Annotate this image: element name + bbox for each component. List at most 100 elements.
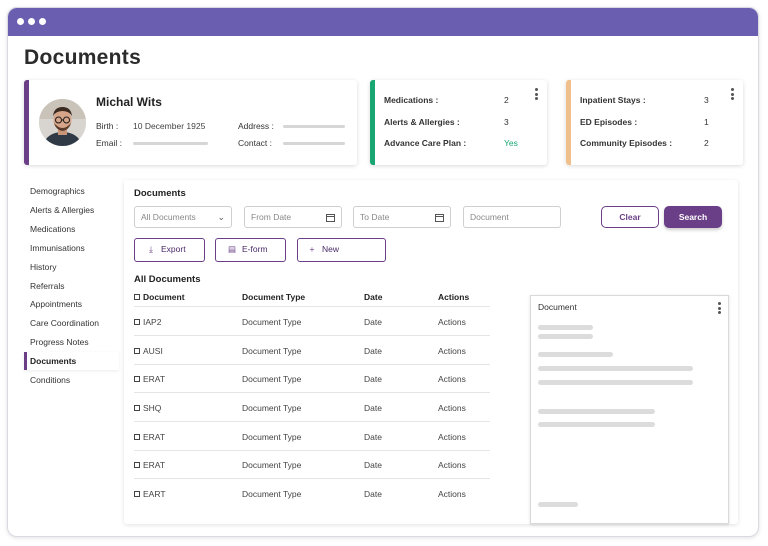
type-cell: Document Type (242, 374, 302, 384)
sidebar-item-alerts-allergies[interactable]: Alerts & Allergies (30, 205, 95, 215)
card-accent (370, 80, 375, 165)
sidebar-item-immunisations[interactable]: Immunisations (30, 243, 85, 253)
document-cell: SHQ (134, 403, 161, 413)
row-checkbox[interactable] (134, 375, 140, 382)
patient-name: Michal Wits (96, 95, 162, 109)
column-header[interactable]: Document Type (242, 292, 306, 302)
actions-cell[interactable]: Actions (438, 432, 466, 442)
table-row[interactable]: AUSI Document Type Date Actions (134, 336, 490, 365)
column-header[interactable]: Actions (438, 292, 470, 302)
summary-label: Community Episodes : (580, 138, 673, 148)
table-row[interactable]: IAP2 Document Type Date Actions (134, 307, 490, 336)
export-button[interactable]: ⤓ Export (134, 238, 205, 262)
row-checkbox[interactable] (134, 318, 140, 325)
table-row[interactable]: EART Document Type Date Actions (134, 479, 490, 508)
page-title: Documents (24, 46, 142, 69)
sidebar-item-referrals[interactable]: Referrals (30, 281, 65, 291)
export-label: Export (161, 244, 186, 254)
preview-placeholder-line (538, 334, 593, 339)
preview-placeholder-line (538, 325, 593, 330)
calendar-icon (326, 207, 335, 229)
sidebar-item-care-coordination[interactable]: Care Coordination (30, 318, 99, 328)
all-documents-title: All Documents (134, 274, 201, 285)
search-button[interactable]: Search (664, 206, 722, 228)
summary-label: ED Episodes : (580, 117, 638, 127)
sidebar-item-documents[interactable]: Documents (24, 352, 119, 370)
document-cell: ERAT (134, 460, 165, 470)
preview-placeholder-line (538, 502, 578, 507)
actions-cell[interactable]: Actions (438, 374, 466, 384)
card-accent (566, 80, 571, 165)
summary-value: 3 (504, 117, 509, 127)
preview-title: Document (538, 302, 577, 312)
table-row[interactable]: ERAT Document Type Date Actions (134, 364, 490, 393)
email-label: Email : (96, 138, 122, 148)
download-icon: ⤓ (149, 244, 153, 254)
sidebar-item-progress-notes[interactable]: Progress Notes (30, 337, 89, 347)
date-cell: Date (364, 317, 382, 327)
preview-placeholder-line (538, 352, 613, 357)
chevron-down-icon: ⌄ (217, 212, 225, 222)
sidebar-item-history[interactable]: History (30, 262, 57, 272)
select-all-checkbox[interactable] (134, 293, 140, 300)
row-checkbox[interactable] (134, 461, 140, 468)
to-date-field[interactable]: To Date (353, 206, 451, 228)
actions-cell[interactable]: Actions (438, 403, 466, 413)
summary-value: 2 (704, 138, 709, 148)
select-value: All Documents (141, 212, 196, 222)
type-cell: Document Type (242, 432, 302, 442)
row-checkbox[interactable] (134, 404, 140, 411)
column-header[interactable]: Document (134, 292, 185, 302)
document-filter-select[interactable]: All Documents ⌄ (134, 206, 232, 228)
row-checkbox[interactable] (134, 433, 140, 440)
sidebar-item-appointments[interactable]: Appointments (30, 299, 82, 309)
document-cell: EART (134, 489, 166, 499)
medications-summary-card: Medications : 2 Alerts & Allergies : 3 A… (370, 80, 547, 165)
window-dot-icon[interactable] (28, 18, 35, 25)
section-title: Documents (134, 188, 186, 199)
contact-label: Contact : (238, 138, 273, 148)
document-cell: IAP2 (134, 317, 161, 327)
table-row[interactable]: ERAT Document Type Date Actions (134, 450, 490, 479)
row-checkbox[interactable] (134, 347, 140, 354)
sidebar-item-medications[interactable]: Medications (30, 224, 76, 234)
type-cell: Document Type (242, 403, 302, 413)
sidebar-item-demographics[interactable]: Demographics (30, 186, 85, 196)
summary-label: Alerts & Allergies : (384, 117, 460, 127)
new-label: New (322, 244, 340, 254)
clear-button[interactable]: Clear (601, 206, 659, 228)
address-placeholder-bar (283, 125, 345, 128)
row-checkbox[interactable] (134, 490, 140, 497)
sidebar-item-conditions[interactable]: Conditions (30, 375, 71, 385)
header-divider (134, 306, 490, 307)
eform-label: E-form (242, 244, 268, 254)
actions-cell[interactable]: Actions (438, 460, 466, 470)
date-cell: Date (364, 374, 382, 384)
type-cell: Document Type (242, 460, 302, 470)
document-search-input[interactable]: Document (463, 206, 561, 228)
window-dot-icon[interactable] (17, 18, 24, 25)
document-cell: ERAT (134, 374, 165, 384)
avatar (39, 99, 86, 146)
birth-value: 10 December 1925 (133, 121, 206, 131)
documents-panel: Documents All Documents ⌄ From Date To D… (124, 180, 738, 524)
column-header[interactable]: Date (364, 292, 383, 302)
table-row[interactable]: SHQ Document Type Date Actions (134, 393, 490, 422)
type-cell: Document Type (242, 489, 302, 499)
actions-cell[interactable]: Actions (438, 317, 466, 327)
more-menu-icon[interactable] (731, 88, 735, 102)
actions-cell[interactable]: Actions (438, 489, 466, 499)
summary-label: Advance Care Plan : (384, 138, 467, 148)
email-placeholder-bar (133, 142, 208, 145)
summary-label: Inpatient Stays : (580, 95, 646, 105)
patient-card: Michal Wits Birth : 10 December 1925 Ema… (24, 80, 357, 165)
eform-button[interactable]: ▤ E-form (215, 238, 286, 262)
from-date-field[interactable]: From Date (244, 206, 342, 228)
app-window: Documents Michal Wits Birth : 10 Decembe… (7, 7, 759, 537)
more-menu-icon[interactable] (535, 88, 539, 102)
window-dot-icon[interactable] (39, 18, 46, 25)
actions-cell[interactable]: Actions (438, 346, 466, 356)
table-row[interactable]: ERAT Document Type Date Actions (134, 422, 490, 451)
more-menu-icon[interactable] (718, 302, 722, 316)
new-button[interactable]: + New (297, 238, 386, 262)
